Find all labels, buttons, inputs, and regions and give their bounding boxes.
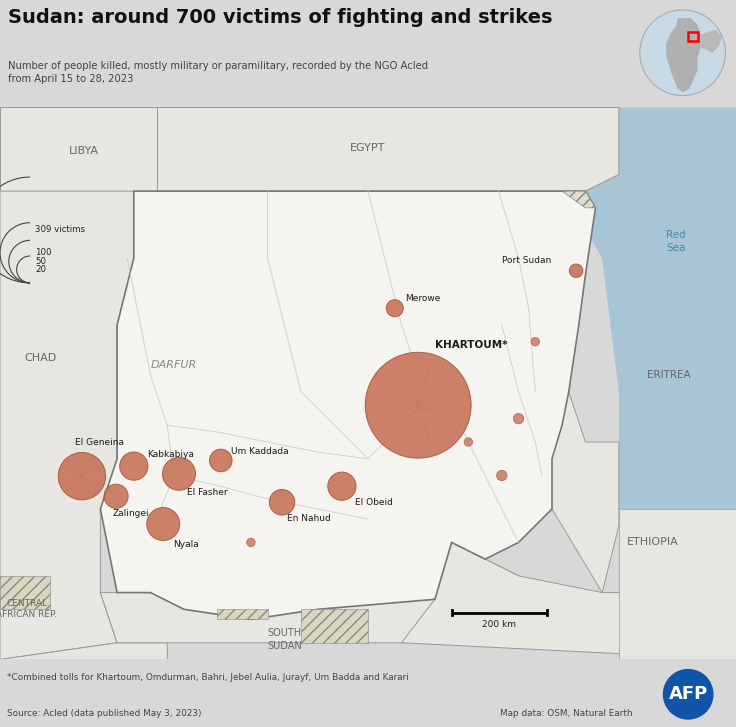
Text: SOUTH
SUDAN: SOUTH SUDAN (267, 628, 302, 651)
Polygon shape (401, 542, 736, 659)
Text: Zalingei: Zalingei (113, 509, 149, 518)
Circle shape (365, 353, 471, 458)
Polygon shape (0, 108, 158, 191)
Polygon shape (0, 576, 50, 609)
Text: El Obeid: El Obeid (355, 499, 393, 507)
Text: Merowe: Merowe (405, 294, 440, 302)
Text: Map data: OSM, Natural Earth: Map data: OSM, Natural Earth (500, 709, 633, 718)
Polygon shape (158, 108, 619, 191)
Circle shape (386, 300, 403, 317)
Circle shape (513, 414, 524, 424)
Text: AFP: AFP (668, 686, 708, 703)
Text: 100: 100 (35, 249, 52, 257)
Text: 309 victims: 309 victims (35, 225, 85, 235)
Text: EGYPT: EGYPT (350, 142, 386, 153)
Text: Red
Sea: Red Sea (666, 230, 686, 252)
Text: Sudan: around 700 victims of fighting and strikes: Sudan: around 700 victims of fighting an… (7, 9, 552, 28)
Text: El Fasher: El Fasher (188, 488, 228, 497)
Circle shape (531, 337, 539, 346)
Text: ETHIOPIA: ETHIOPIA (626, 537, 679, 547)
Text: En Nahud: En Nahud (287, 514, 330, 523)
Circle shape (146, 507, 180, 540)
Polygon shape (562, 191, 595, 208)
Circle shape (497, 470, 507, 481)
Text: Kabkabiya: Kabkabiya (147, 450, 194, 459)
Bar (687, 32, 698, 41)
Circle shape (58, 452, 106, 500)
Circle shape (464, 438, 473, 446)
Text: KHARTOUM*: KHARTOUM* (435, 340, 507, 350)
Polygon shape (552, 108, 736, 509)
Polygon shape (666, 18, 701, 92)
Circle shape (269, 489, 295, 515)
Polygon shape (301, 609, 368, 643)
Text: El Geneina: El Geneina (75, 438, 124, 447)
Circle shape (640, 10, 726, 95)
Circle shape (120, 452, 148, 481)
Polygon shape (100, 542, 519, 643)
Text: *Combined tolls for Khartoum, Omdurman, Bahri, Jebel Aulia, Jurayf, Um Badda and: *Combined tolls for Khartoum, Omdurman, … (7, 673, 409, 683)
Text: 200 km: 200 km (482, 620, 517, 629)
Text: Number of people killed, mostly military or paramilitary, recorded by the NGO Ac: Number of people killed, mostly military… (7, 61, 428, 84)
Text: Source: Acled (data published May 3, 2023): Source: Acled (data published May 3, 202… (7, 709, 202, 718)
Text: DARFUR: DARFUR (151, 360, 197, 370)
Polygon shape (619, 509, 736, 659)
Text: Port Sudan: Port Sudan (503, 256, 552, 265)
Text: 20: 20 (35, 265, 46, 274)
Text: CENTRAL
AFRICAN REP.: CENTRAL AFRICAN REP. (0, 599, 57, 619)
Text: LIBYA: LIBYA (68, 146, 99, 156)
Polygon shape (0, 191, 134, 659)
Polygon shape (0, 643, 167, 659)
Circle shape (104, 484, 128, 508)
Text: ERITREA: ERITREA (647, 370, 691, 380)
Circle shape (163, 457, 196, 490)
Text: CHAD: CHAD (24, 353, 56, 364)
Circle shape (210, 449, 232, 472)
Polygon shape (217, 609, 268, 619)
Polygon shape (100, 191, 595, 619)
Text: Um Kaddada: Um Kaddada (231, 446, 289, 456)
Circle shape (328, 472, 356, 500)
Text: Nyala: Nyala (173, 539, 199, 549)
Polygon shape (535, 392, 619, 593)
Circle shape (247, 538, 255, 547)
Circle shape (570, 264, 583, 278)
Text: 50: 50 (35, 257, 46, 266)
Polygon shape (701, 30, 722, 53)
